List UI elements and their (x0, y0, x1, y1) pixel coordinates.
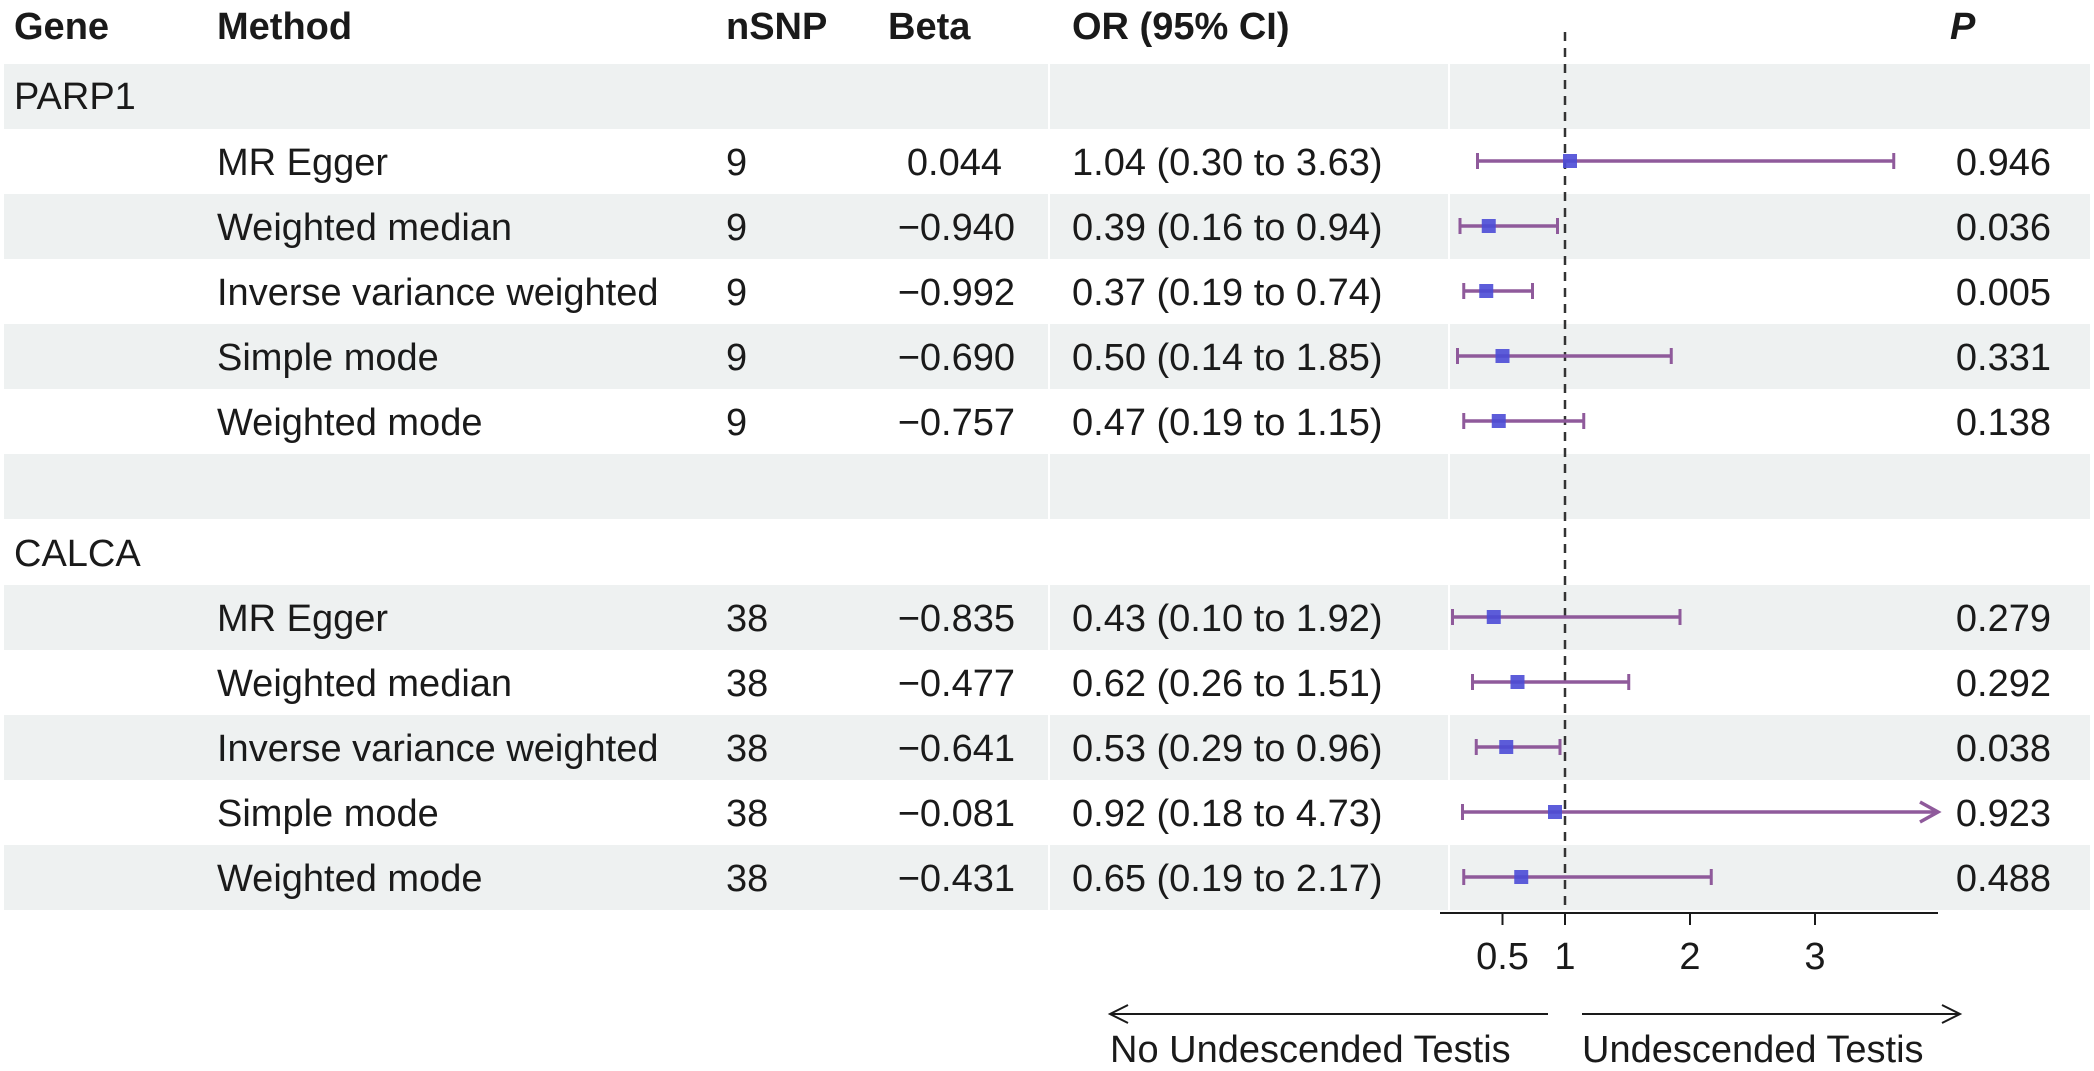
point-estimate (1481, 219, 1496, 233)
band-divider (1448, 64, 1450, 910)
method-cell: Inverse variance weighted (217, 272, 659, 314)
beta-cell: −0.477 (897, 663, 1015, 705)
beta-cell: −0.081 (897, 793, 1015, 835)
point-estimate (1479, 284, 1494, 298)
x-tick-label: 1 (1554, 936, 1575, 978)
beta-cell: −0.992 (897, 272, 1015, 314)
or-cell: 0.53 (0.29 to 0.96) (1072, 728, 1383, 770)
or-cell: 0.43 (0.10 to 1.92) (1072, 598, 1383, 640)
beta-cell: −0.641 (897, 728, 1015, 770)
x-tick-label: 2 (1679, 936, 1700, 978)
method-cell: MR Egger (217, 598, 389, 640)
gene-label-parp1: PARP1 (14, 76, 136, 118)
point-estimate (1563, 154, 1577, 168)
beta-cell: −0.757 (897, 402, 1015, 444)
or-cell: 0.50 (0.14 to 1.85) (1072, 337, 1383, 379)
band-divider (1048, 64, 1050, 910)
or-cell: 0.47 (0.19 to 1.15) (1072, 402, 1383, 444)
method-cell: Weighted mode (217, 858, 483, 900)
point-estimate (1510, 675, 1525, 689)
nsnp-cell: 9 (726, 337, 748, 379)
direction-label-left: No Undescended Testis (1110, 1029, 1511, 1071)
p-cell: 0.279 (1955, 598, 2051, 640)
point-estimate (1491, 414, 1506, 428)
row-band (4, 715, 2090, 780)
p-cell: 0.488 (1955, 858, 2051, 900)
or-cell: 1.04 (0.30 to 3.63) (1072, 142, 1383, 184)
or-cell: 0.39 (0.16 to 0.94) (1072, 207, 1383, 249)
method-cell: Simple mode (217, 337, 439, 379)
p-cell: 0.038 (1955, 728, 2051, 770)
p-cell: 0.005 (1955, 272, 2051, 314)
method-cell: Simple mode (217, 793, 439, 835)
nsnp-cell: 9 (726, 402, 748, 444)
header-p: P (1950, 6, 1976, 48)
row-band (4, 64, 2090, 129)
p-cell: 0.138 (1955, 402, 2051, 444)
method-cell: Weighted mode (217, 402, 483, 444)
beta-cell: 0.044 (906, 142, 1002, 184)
gene-label-calca: CALCA (14, 533, 141, 575)
p-cell: 0.946 (1955, 142, 2051, 184)
nsnp-cell: 38 (726, 663, 769, 705)
beta-cell: −0.431 (897, 858, 1015, 900)
method-cell: MR Egger (217, 142, 389, 184)
beta-cell: −0.690 (897, 337, 1015, 379)
nsnp-cell: 9 (726, 272, 748, 314)
p-cell: 0.036 (1955, 207, 2051, 249)
method-cell: Weighted median (217, 663, 513, 705)
p-cell: 0.331 (1955, 337, 2051, 379)
point-estimate (1514, 870, 1529, 884)
direction-label-right: Undescended Testis (1582, 1029, 1924, 1071)
beta-cell: −0.940 (897, 207, 1015, 249)
x-tick-label: 0.5 (1476, 936, 1529, 978)
header-method: Method (217, 6, 353, 48)
method-cell: Inverse variance weighted (217, 728, 659, 770)
point-estimate (1486, 610, 1501, 624)
p-cell: 0.923 (1955, 793, 2051, 835)
row-band (4, 585, 2090, 650)
beta-cell: −0.835 (897, 598, 1015, 640)
or-cell: 0.92 (0.18 to 4.73) (1072, 793, 1383, 835)
point-estimate (1548, 805, 1562, 819)
nsnp-cell: 9 (726, 142, 748, 184)
x-tick-label: 3 (1804, 936, 1825, 978)
nsnp-cell: 9 (726, 207, 748, 249)
nsnp-cell: 38 (726, 793, 769, 835)
or-cell: 0.37 (0.19 to 0.74) (1072, 272, 1383, 314)
ci-arrow-upper (1919, 800, 1942, 824)
header-beta: Beta (888, 6, 971, 48)
nsnp-cell: 38 (726, 598, 769, 640)
direction-arrow-left-head (1107, 1004, 1129, 1024)
point-estimate (1495, 349, 1510, 363)
row-band (4, 194, 2090, 259)
header-nsnp: nSNP (726, 6, 828, 48)
or-cell: 0.65 (0.19 to 2.17) (1072, 858, 1383, 900)
row-band (4, 454, 2090, 519)
direction-arrow-right-head (1941, 1004, 1963, 1024)
nsnp-cell: 38 (726, 728, 769, 770)
row-band (4, 324, 2090, 389)
row-band (4, 845, 2090, 910)
point-estimate (1499, 740, 1514, 754)
or-cell: 0.62 (0.26 to 1.51) (1072, 663, 1383, 705)
method-cell: Weighted median (217, 207, 513, 249)
nsnp-cell: 38 (726, 858, 769, 900)
header-or: OR (95% CI) (1072, 6, 1290, 48)
p-cell: 0.292 (1955, 663, 2051, 705)
header-gene: Gene (14, 6, 110, 48)
